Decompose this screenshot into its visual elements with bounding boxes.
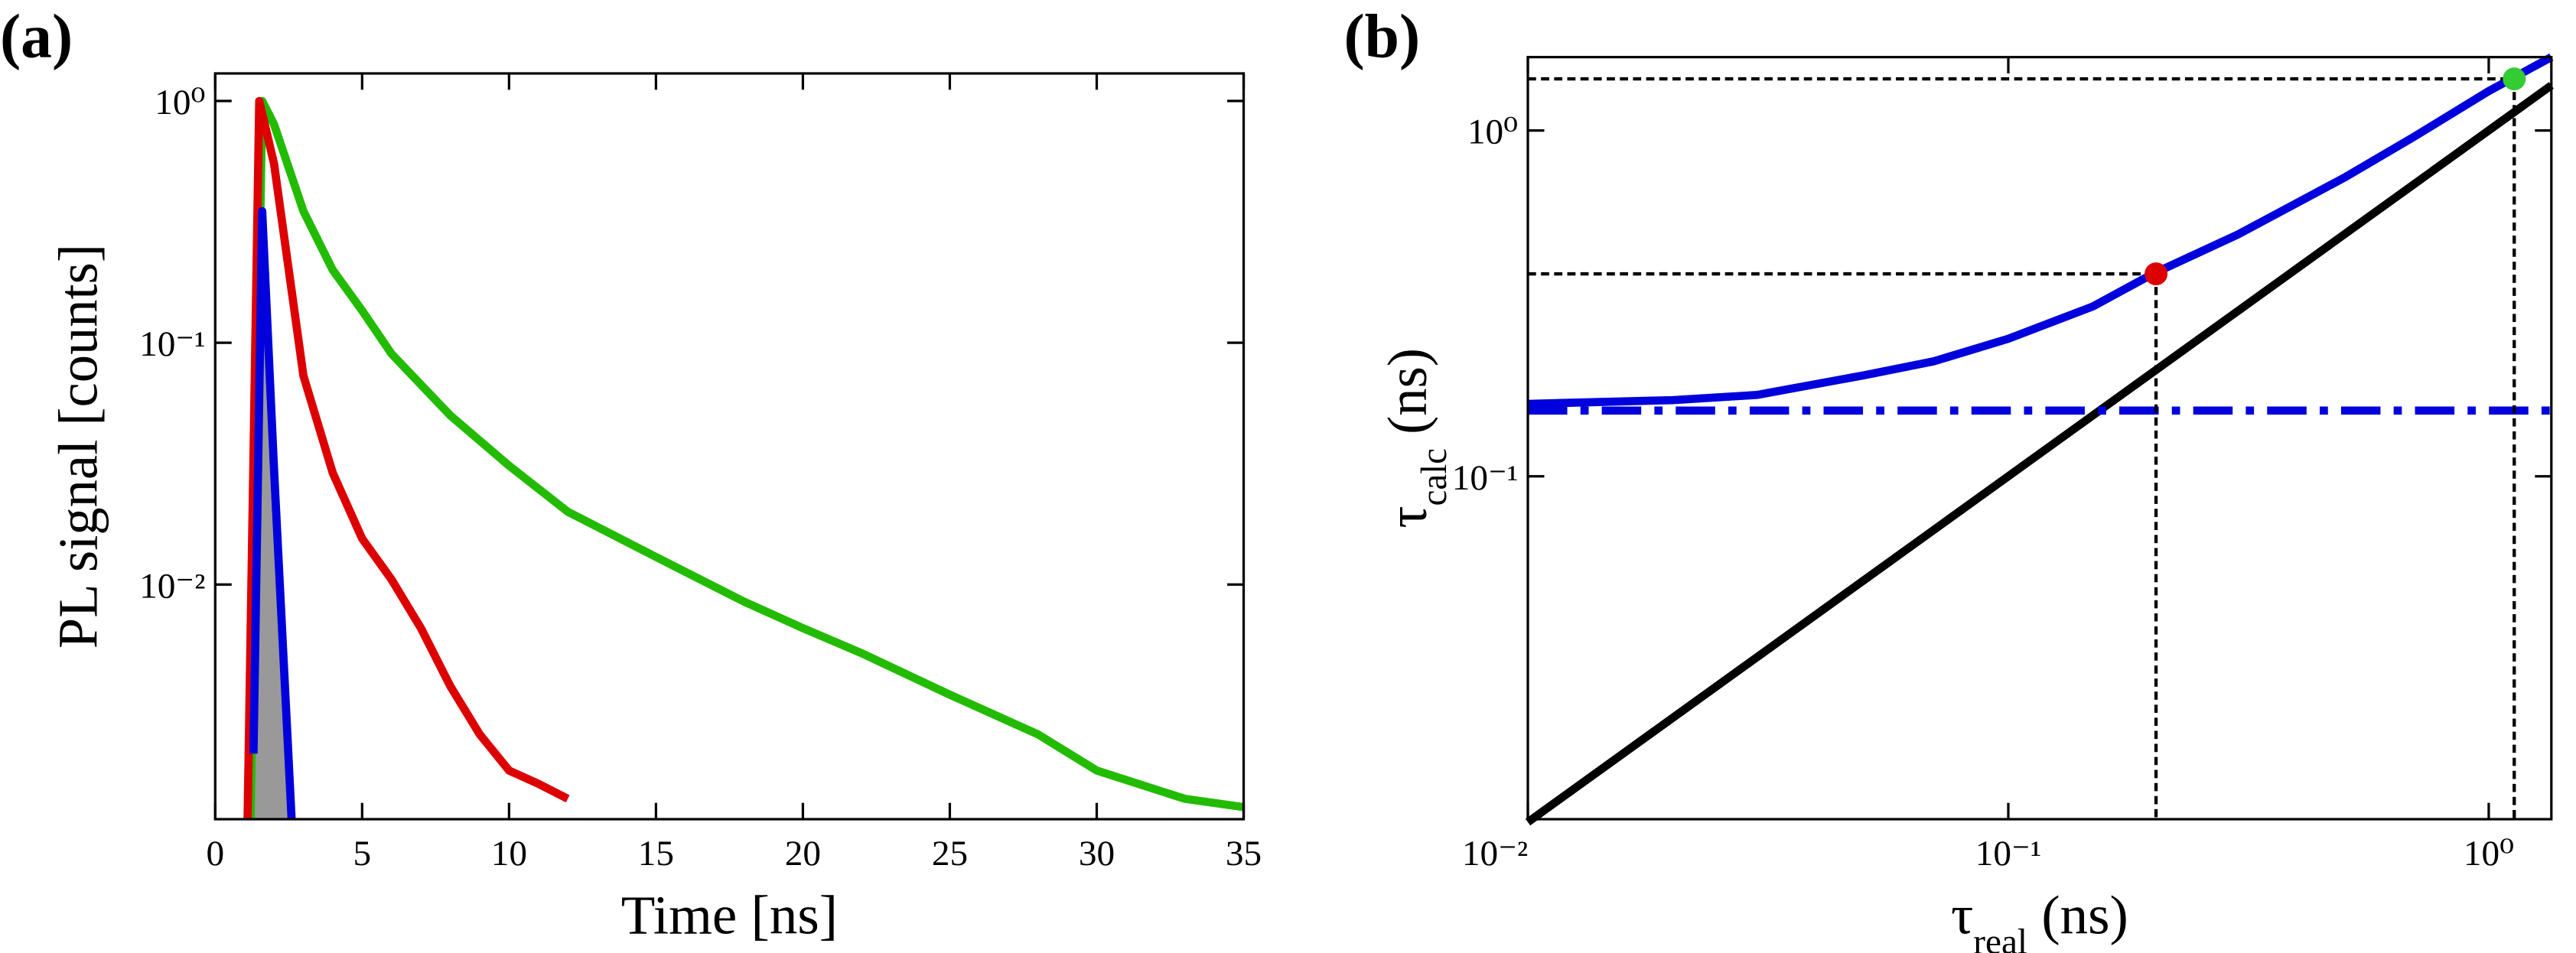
y-axis-label-part: (ns) bbox=[1376, 348, 1438, 448]
y-tick-label: 10⁰ bbox=[1467, 112, 1518, 152]
x-axis-label-part: τ bbox=[1951, 884, 1973, 946]
y-axis-label: τcalc (ns) bbox=[1376, 348, 1454, 529]
x-axis-label: Time [ns] bbox=[621, 884, 838, 946]
x-tick-label: 5 bbox=[353, 834, 372, 873]
line bbox=[1525, 82, 2554, 826]
x-tick-label: 10 bbox=[491, 834, 527, 873]
line bbox=[243, 96, 570, 820]
y-tick-label: 10⁻² bbox=[139, 566, 205, 606]
x-axis-label: τreal (ns) bbox=[1951, 884, 2128, 953]
point bbox=[2144, 262, 2168, 285]
plot-frame bbox=[213, 72, 1246, 821]
line bbox=[246, 96, 1245, 820]
x-tick-label: 10⁻² bbox=[1462, 834, 1528, 873]
panel-label: (a) bbox=[0, 2, 73, 71]
x-axis-label-part: real bbox=[1973, 922, 2027, 953]
line bbox=[1527, 53, 2554, 408]
x-tick-label: 10⁰ bbox=[2464, 834, 2514, 873]
x-tick-label: 20 bbox=[785, 834, 821, 873]
x-tick-label: 30 bbox=[1079, 834, 1115, 873]
x-tick-label: 35 bbox=[1226, 834, 1262, 873]
line bbox=[249, 207, 296, 820]
y-axis-label-part: τ bbox=[1376, 506, 1438, 529]
x-tick-label: 10⁻¹ bbox=[1975, 834, 2041, 873]
x-tick-label: 25 bbox=[932, 834, 968, 873]
plot-frame bbox=[1526, 56, 2553, 821]
panel-label: (b) bbox=[1344, 2, 1421, 71]
y-axis-label-part: calc bbox=[1415, 448, 1454, 506]
x-tick-label: 15 bbox=[638, 834, 674, 873]
y-tick-label: 10⁻¹ bbox=[1452, 458, 1518, 498]
y-axis-label: PL signal [counts] bbox=[47, 244, 109, 649]
y-tick-label: 10⁻¹ bbox=[139, 324, 205, 364]
x-tick-label: 0 bbox=[206, 834, 224, 873]
point bbox=[2503, 67, 2526, 91]
x-axis-label-part: (ns) bbox=[2027, 884, 2128, 946]
y-tick-label: 10⁰ bbox=[155, 83, 205, 122]
